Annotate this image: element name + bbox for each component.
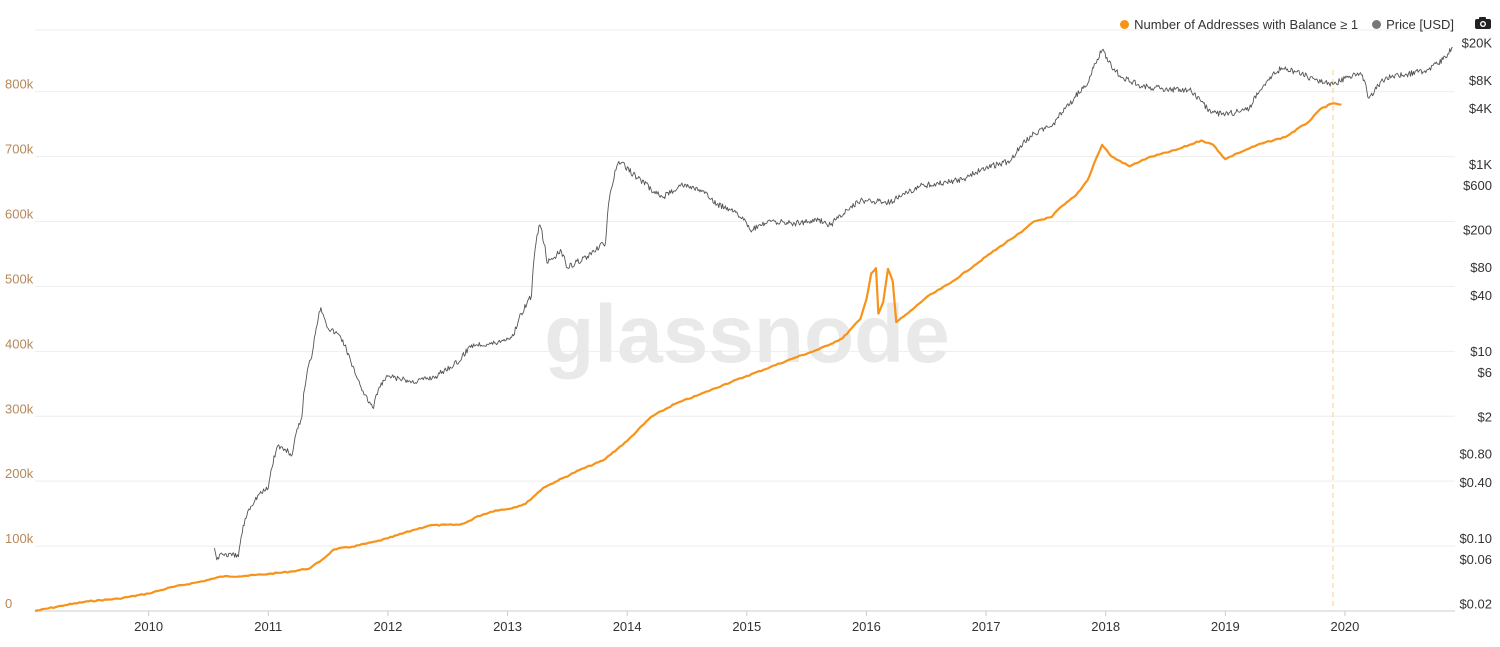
x-tick-label: 2013 (493, 619, 522, 634)
y-left-tick-label: 800k (5, 77, 34, 92)
x-tick-label: 2017 (972, 619, 1001, 634)
legend-dot-addresses (1120, 20, 1130, 29)
y-right-tick-label: $0.40 (1459, 475, 1492, 490)
camera-icon[interactable] (1474, 16, 1492, 30)
y-right-tick-label: $6 (1478, 365, 1492, 380)
y-left-tick-label: 300k (5, 401, 34, 416)
legend-item-price[interactable]: Price [USD] (1372, 17, 1454, 32)
y-right-tick-label: $600 (1463, 178, 1492, 193)
y-right-tick-label: $10 (1470, 344, 1492, 359)
y-right-tick-label: $0.02 (1459, 596, 1492, 611)
x-tick-label: 2014 (613, 619, 642, 634)
axis-layer: 0 100k 200k 300k 400k 500k 600k 700k 800k $0.02 $0… (5, 36, 1492, 634)
camera-icon-svg (1475, 17, 1491, 29)
x-tick-label: 2011 (254, 619, 282, 634)
y-right-tick-label: $20K (1462, 36, 1493, 51)
y-right-tick-label: $0.06 (1459, 552, 1492, 567)
y-left-tick-label: 500k (5, 271, 34, 286)
legend-item-addresses[interactable]: Number of Addresses with Balance ≥ 1 (1120, 17, 1358, 32)
y-right-tick-label: $80 (1470, 260, 1492, 275)
y-right-tick-label: $2 (1478, 409, 1492, 424)
series-line-price (213, 47, 1453, 561)
y-right-tick-label: $0.10 (1459, 531, 1492, 546)
x-tick-label: 2015 (732, 619, 761, 634)
series-line-addresses (34, 102, 1342, 613)
legend: Number of Addresses with Balance ≥ 1 Pri… (1120, 17, 1454, 32)
x-tick-label: 2018 (1091, 619, 1120, 634)
y-left-tick-label: 600k (5, 207, 34, 222)
y-right-tick-label: $4K (1469, 101, 1492, 116)
x-tick-label: 2010 (134, 619, 163, 634)
y-right-tick-label: $0.80 (1459, 447, 1492, 462)
series-layer (34, 47, 1453, 613)
grid-layer (35, 29, 1455, 612)
x-tick-label: 2016 (852, 619, 881, 634)
watermark: glassnode (544, 289, 950, 380)
x-tick-label: 2012 (373, 619, 402, 634)
y-left-tick-label: 100k (5, 531, 34, 546)
x-tick-label: 2019 (1211, 619, 1240, 634)
y-left-tick-label: 700k (5, 142, 34, 157)
y-right-tick-label: $8K (1469, 73, 1492, 88)
y-right-tick-label: $40 (1470, 288, 1492, 303)
legend-dot-price (1372, 20, 1382, 29)
y-left-tick-label: 0 (5, 596, 12, 611)
y-left-tick-label: 400k (5, 336, 34, 351)
legend-label-price: Price [USD] (1386, 17, 1454, 32)
y-right-tick-label: $200 (1463, 223, 1492, 238)
x-tick-label: 2020 (1330, 619, 1359, 634)
legend-label-addresses: Number of Addresses with Balance ≥ 1 (1134, 17, 1359, 32)
y-right-tick-label: $1K (1469, 157, 1492, 172)
y-left-tick-label: 200k (5, 466, 34, 481)
